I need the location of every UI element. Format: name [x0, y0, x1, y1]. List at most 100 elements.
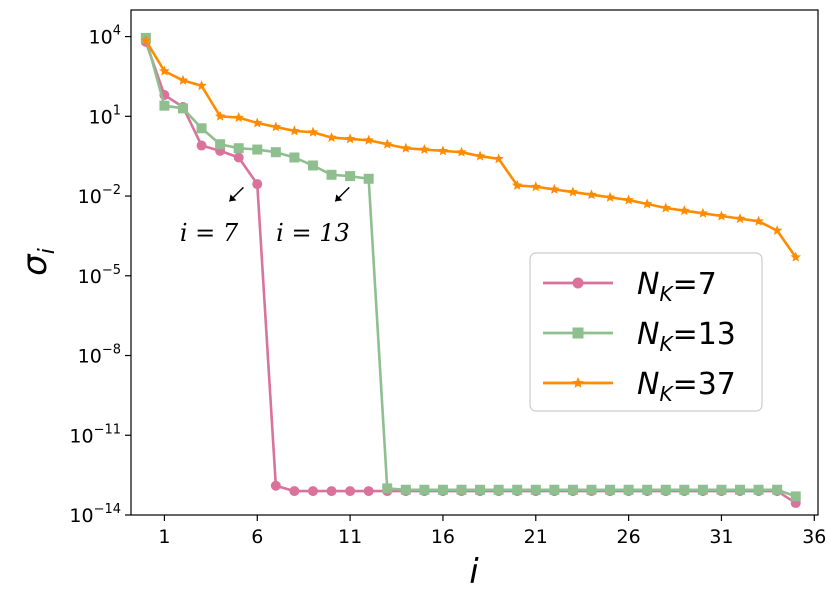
data-point [159, 65, 170, 76]
data-point [771, 225, 783, 236]
series-1 [140, 32, 801, 502]
legend-item: NK=37 [543, 367, 736, 406]
data-point [252, 179, 263, 190]
data-point [419, 484, 430, 495]
data-point [270, 147, 281, 158]
data-point [437, 484, 448, 495]
x-tick-label: 16 [431, 526, 455, 548]
data-point [382, 138, 393, 149]
data-point [530, 484, 541, 495]
annotations: i = 7 i = 13 [180, 186, 350, 247]
data-point [642, 484, 653, 495]
y-axis-label: σi [15, 248, 60, 276]
y-tick-label: 101 [89, 103, 121, 128]
data-point [307, 486, 318, 497]
annotation-label: i = 7 [180, 219, 239, 247]
data-point [679, 205, 690, 216]
legend-item: NK=13 [543, 317, 736, 356]
data-point [660, 202, 671, 213]
legend: NK=7 NK=13 NK=37 [529, 252, 763, 412]
data-point [252, 117, 263, 128]
legend-label: NK=13 [637, 317, 736, 356]
legend-box [529, 252, 763, 412]
data-point [790, 491, 801, 502]
data-point [289, 152, 300, 163]
x-tick-label: 1 [158, 526, 170, 548]
data-point [567, 484, 578, 495]
data-point [586, 484, 597, 495]
y-tick-label: 10−8 [78, 343, 121, 368]
data-point [289, 125, 300, 136]
data-point [623, 484, 634, 495]
data-point [363, 173, 374, 184]
data-point [697, 207, 709, 218]
data-point [641, 198, 653, 209]
data-point [400, 142, 412, 153]
data-point [233, 112, 244, 123]
y-axis-label-main: σ [15, 253, 55, 276]
data-point [196, 80, 207, 91]
data-point [270, 121, 282, 132]
annotation-arrowhead [335, 194, 343, 202]
data-point [753, 215, 764, 226]
data-point [549, 484, 560, 495]
x-axis-label: i [469, 552, 479, 592]
data-point [382, 483, 393, 494]
legend-items: NK=7 NK=13 NK=37 [543, 267, 736, 406]
data-point [177, 103, 188, 114]
x-tick-label: 31 [709, 526, 733, 548]
data-point [623, 194, 634, 205]
data-point [233, 152, 244, 163]
x-tick-label: 6 [251, 526, 263, 548]
data-point [307, 160, 318, 171]
y-tick-label: 10−5 [78, 263, 121, 288]
data-point [307, 126, 319, 137]
x-tick-label: 21 [524, 526, 548, 548]
data-point [716, 210, 727, 221]
data-point [140, 35, 152, 46]
data-point [363, 134, 374, 145]
data-point [177, 74, 189, 85]
y-axis-label-sub: i [35, 248, 60, 254]
annotation-arrowhead [229, 194, 237, 202]
data-point [400, 484, 411, 495]
data-point [159, 100, 170, 111]
x-axis-ticks: 1 6 11 16 21 26 31 36 [158, 515, 826, 548]
data-point [530, 181, 541, 192]
series-layer [140, 32, 801, 509]
y-tick-label: 10−11 [69, 422, 121, 447]
data-point [549, 183, 560, 194]
data-point [734, 213, 746, 224]
legend-swatch-marker [572, 377, 584, 388]
data-point [493, 153, 504, 164]
data-point [363, 486, 374, 497]
data-point [326, 169, 337, 180]
legend-label: NK=7 [637, 267, 717, 306]
data-point [326, 486, 337, 497]
data-point [493, 484, 504, 495]
data-point [660, 484, 671, 495]
svg-text:σi: σi [15, 248, 60, 276]
data-point [474, 150, 486, 161]
data-point [790, 251, 801, 262]
annotation-label: i = 13 [276, 219, 350, 247]
data-point [605, 484, 616, 495]
legend-item: NK=7 [543, 267, 717, 306]
y-axis-ticks: 104 101 10−2 10−5 10−8 10−11 10−14 [69, 24, 131, 527]
data-point [215, 139, 226, 150]
data-point [196, 140, 207, 151]
data-point [344, 133, 356, 144]
data-point [326, 132, 337, 143]
data-point [716, 484, 727, 495]
data-point [512, 484, 523, 495]
data-point [289, 486, 300, 497]
data-point [345, 486, 356, 497]
data-point [456, 146, 467, 157]
data-point [735, 484, 746, 495]
legend-swatch-marker [572, 277, 584, 289]
data-point [679, 484, 690, 495]
data-point [252, 144, 263, 155]
data-point [511, 179, 523, 190]
series-2 [140, 35, 801, 262]
